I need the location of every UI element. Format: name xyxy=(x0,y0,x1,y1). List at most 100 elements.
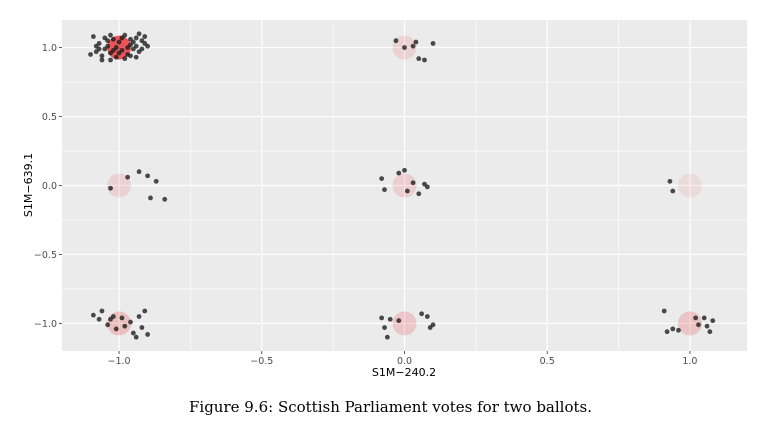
count-marker xyxy=(677,173,702,198)
data-point xyxy=(108,316,113,322)
y-axis-title: S1M−639.1 xyxy=(22,153,35,217)
figure-caption: Figure 9.6: Scottish Parliament votes fo… xyxy=(188,398,592,416)
data-point xyxy=(88,52,93,57)
x-tick-label: 0.0 xyxy=(397,356,412,367)
data-point xyxy=(99,308,105,314)
data-point xyxy=(113,326,119,332)
data-point xyxy=(710,318,716,324)
x-tick-label: 1.0 xyxy=(682,356,697,367)
data-point xyxy=(661,308,667,314)
data-point xyxy=(96,316,102,322)
data-point xyxy=(119,35,125,41)
data-point xyxy=(424,184,430,190)
data-point xyxy=(382,187,387,193)
data-point xyxy=(110,47,116,53)
x-tick-label: −1.0 xyxy=(108,356,131,367)
data-point xyxy=(133,334,139,340)
data-point xyxy=(105,43,111,49)
data-point xyxy=(430,41,436,46)
data-point xyxy=(670,326,676,332)
data-point xyxy=(142,34,148,39)
data-point xyxy=(404,188,410,194)
count-marker xyxy=(107,311,132,336)
data-point xyxy=(122,323,128,329)
data-point xyxy=(416,56,422,62)
data-point xyxy=(136,314,142,319)
data-point xyxy=(99,53,105,59)
y-tick-label: 0.0 xyxy=(42,181,57,192)
data-point xyxy=(145,332,151,337)
data-point xyxy=(130,330,136,336)
y-axis-ticks: −1.0 −0.5 0.0 0.5 1.0 xyxy=(34,43,62,330)
data-point xyxy=(676,327,681,333)
data-point xyxy=(667,178,673,184)
data-point xyxy=(128,319,133,325)
data-point xyxy=(125,45,131,50)
data-point xyxy=(402,167,407,173)
data-point xyxy=(413,39,419,45)
data-point xyxy=(148,195,153,201)
data-point xyxy=(96,46,102,52)
data-point xyxy=(430,322,436,328)
count-marker xyxy=(107,173,132,198)
data-point xyxy=(133,43,139,49)
data-point xyxy=(116,39,122,45)
data-point xyxy=(110,36,116,42)
data-point xyxy=(125,174,131,180)
data-point xyxy=(664,329,670,335)
x-tick-label: 0.5 xyxy=(540,356,555,367)
count-marker xyxy=(392,173,417,198)
data-point xyxy=(105,38,111,44)
data-point xyxy=(142,308,148,314)
data-point xyxy=(133,54,139,60)
y-tick-label: 1.0 xyxy=(42,43,57,54)
data-point xyxy=(153,178,159,184)
data-point xyxy=(387,316,393,322)
data-point xyxy=(119,315,125,321)
data-point xyxy=(116,50,122,56)
data-point xyxy=(136,169,142,175)
data-point xyxy=(162,196,168,202)
data-point xyxy=(90,312,96,318)
data-point xyxy=(670,188,676,194)
x-axis-title: S1M−240.2 xyxy=(372,366,436,379)
data-point xyxy=(704,323,710,329)
x-tick-label: −0.5 xyxy=(250,356,273,367)
data-point xyxy=(113,54,119,60)
data-point xyxy=(396,170,402,176)
major-gridlines xyxy=(62,20,747,351)
data-point xyxy=(402,45,407,50)
data-point xyxy=(142,41,148,46)
data-point xyxy=(130,39,136,45)
data-point xyxy=(396,318,402,324)
data-point xyxy=(707,329,713,335)
data-point xyxy=(128,53,133,59)
data-point xyxy=(122,56,128,62)
data-point xyxy=(108,32,113,38)
data-point xyxy=(410,43,416,49)
data-point xyxy=(410,180,416,186)
data-point xyxy=(379,176,385,182)
data-point xyxy=(139,325,145,330)
data-point xyxy=(105,322,111,328)
data-point xyxy=(384,334,390,340)
data-point xyxy=(99,57,105,63)
data-point xyxy=(416,191,422,197)
data-points xyxy=(88,31,716,340)
scatter-chart: −1.0 −0.5 0.0 0.5 1.0 −1.0 −0.5 0.0 0.5 1.0 S1M−… xyxy=(22,20,747,379)
data-point xyxy=(139,46,145,52)
data-point xyxy=(136,31,142,37)
data-point xyxy=(393,38,399,44)
data-point xyxy=(701,315,707,321)
data-point xyxy=(133,35,139,41)
data-point xyxy=(424,314,430,319)
data-point xyxy=(693,315,699,321)
data-point xyxy=(419,311,425,317)
y-tick-label: 0.5 xyxy=(42,112,57,123)
data-point xyxy=(382,325,387,330)
data-point xyxy=(422,57,427,63)
data-point xyxy=(108,57,113,63)
data-point xyxy=(145,173,151,179)
data-point xyxy=(108,185,113,191)
data-point xyxy=(90,34,96,39)
